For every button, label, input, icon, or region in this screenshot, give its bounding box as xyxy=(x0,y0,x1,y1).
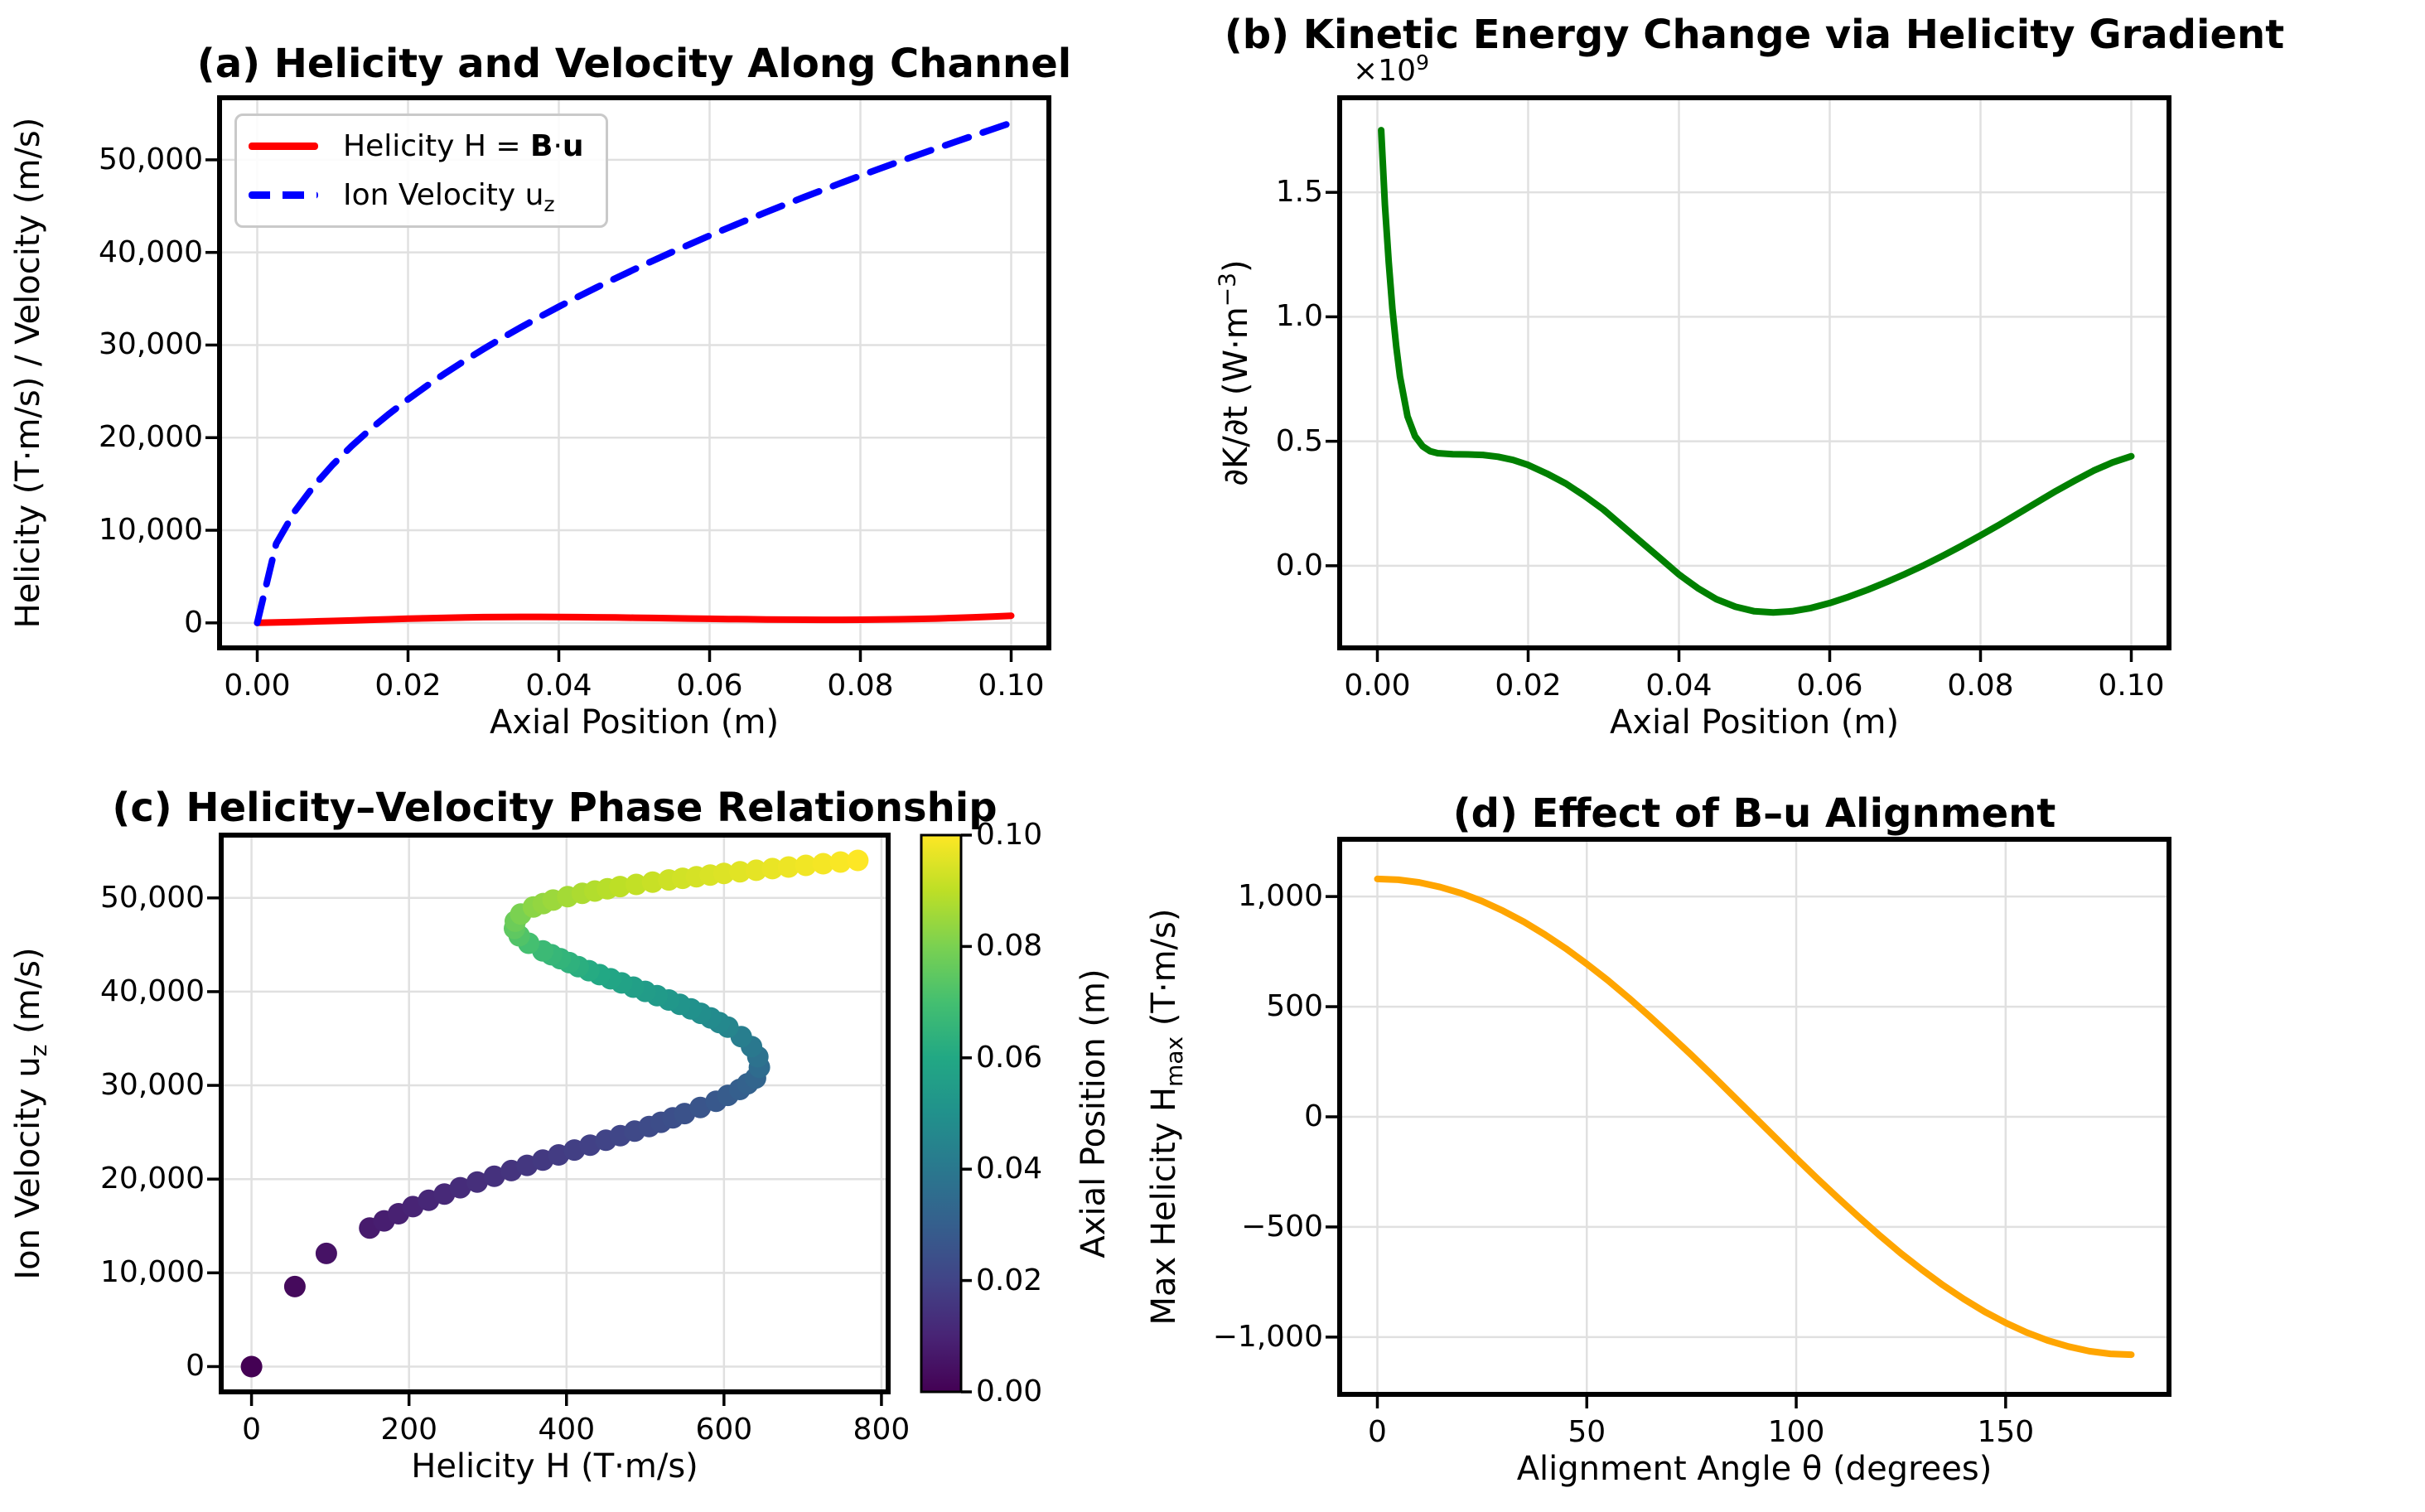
y-tick-label: 1.5 xyxy=(1275,175,1323,210)
y-tick-label: 30,000 xyxy=(99,327,203,362)
x-tick-label: 0.10 xyxy=(2098,669,2165,703)
y-tick-label: −500 xyxy=(1241,1209,1323,1244)
series-line-d-0 xyxy=(1374,875,2135,1359)
axes-spines xyxy=(1337,95,2171,650)
plot-data xyxy=(254,119,1015,626)
x-tick-label: 0.10 xyxy=(978,669,1045,703)
x-tick-label: 0.06 xyxy=(676,669,743,703)
tick-marks xyxy=(1326,191,2133,662)
panel-c-plot xyxy=(207,833,972,1406)
phase-scatter xyxy=(240,849,869,1378)
y-tick-label: 0 xyxy=(186,1349,205,1384)
x-axis-label: Axial Position (m) xyxy=(1609,703,1900,742)
x-tick-label: 0.02 xyxy=(374,669,442,703)
colorbar-tick-label: 0.10 xyxy=(976,818,1043,852)
gridlines xyxy=(1340,98,2169,648)
panel-a-title: (a) Helicity and Velocity Along Channel xyxy=(196,41,1072,87)
panel-b: (b) Kinetic Energy Change via Helicity G… xyxy=(1213,0,2425,756)
y-tick-label: 20,000 xyxy=(100,1162,205,1196)
panel-c: 0.00 0.02 0.04 0.06 0.08 0.10 Axial Position (… xyxy=(0,756,1212,1512)
colorbar-tick-label: 0.02 xyxy=(976,1263,1043,1297)
panel-d-title: (d) Effect of B–u Alignment xyxy=(1452,790,2056,837)
x-tick-label: 0.08 xyxy=(1947,669,2014,703)
x-tick-label: 150 xyxy=(1977,1415,2035,1449)
y-tick-label: −1,000 xyxy=(1212,1319,1323,1354)
x-tick-label: 50 xyxy=(1568,1415,1606,1449)
panel-a-plot xyxy=(205,95,1051,662)
x-tick-label: 0.00 xyxy=(1344,669,1411,703)
y-tick-label: 500 xyxy=(1266,989,1323,1024)
x-tick-label: 0.04 xyxy=(525,669,592,703)
panel-b-plot xyxy=(1326,95,2171,662)
axis-offset-text: ×109 xyxy=(1353,51,1430,88)
plot-data xyxy=(1374,875,2135,1359)
x-axis-label: Alignment Angle θ (degrees) xyxy=(1516,1450,1993,1488)
y-axis-label: Helicity (T·m/s) / Velocity (m/s) xyxy=(9,117,47,629)
panel-d-plot xyxy=(1326,837,2171,1408)
legend-label: Ion Velocity uz xyxy=(343,178,555,217)
legend-dashed-line-sample xyxy=(249,191,318,199)
gridlines xyxy=(221,835,888,1392)
y-tick-label: 50,000 xyxy=(99,142,203,176)
colorbar-label: Axial Position (m) xyxy=(1075,969,1113,1258)
legend-label: Helicity H = B·u xyxy=(343,129,584,163)
colorbar-tick-label: 0.04 xyxy=(976,1152,1043,1186)
panel-a: (a) Helicity and Velocity Along Channel A… xyxy=(0,0,1212,756)
y-tick-label: 30,000 xyxy=(100,1068,205,1103)
y-tick-label: 0 xyxy=(184,605,203,640)
y-tick-label: 10,000 xyxy=(100,1255,205,1290)
x-tick-label: 0.06 xyxy=(1796,669,1863,703)
x-tick-label: 0 xyxy=(1368,1415,1387,1449)
series-line-b-0 xyxy=(1378,127,2135,616)
legend-item: Ion Velocity uz xyxy=(249,178,584,217)
colorbar-tick-label: 0.08 xyxy=(976,929,1043,964)
legend-solid-line-sample xyxy=(249,143,318,150)
panel-c-title: (c) Helicity–Velocity Phase Relationship xyxy=(112,785,998,831)
x-tick-label: 600 xyxy=(695,1413,753,1447)
tick-marks xyxy=(1326,895,2007,1408)
tick-marks xyxy=(207,896,883,1406)
series-line-a-1 xyxy=(254,119,1015,626)
x-tick-label: 0.00 xyxy=(224,669,291,703)
x-tick-label: 400 xyxy=(538,1413,596,1447)
colorbar-tick-label: 0.06 xyxy=(976,1040,1043,1075)
y-tick-label: 0.0 xyxy=(1275,548,1323,582)
x-tick-label: 0.08 xyxy=(827,669,894,703)
plot-data xyxy=(240,849,869,1378)
colorbar xyxy=(920,833,963,1394)
y-tick-label: 1,000 xyxy=(1237,879,1323,914)
y-tick-label: 1.0 xyxy=(1275,299,1323,334)
legend: Helicity H = B·u Ion Velocity uz xyxy=(234,114,608,228)
x-tick-label: 0.04 xyxy=(1645,669,1712,703)
panel-d: (d) Effect of B–u Alignment Alignment Ang… xyxy=(1145,756,2425,1512)
y-tick-label: 50,000 xyxy=(100,880,205,915)
x-axis-label: Helicity H (T·m/s) xyxy=(411,1447,698,1485)
axes-spines xyxy=(1337,837,2171,1397)
y-tick-label: 10,000 xyxy=(99,513,203,548)
x-tick-label: 800 xyxy=(853,1413,911,1447)
plot-data xyxy=(1378,127,2135,616)
y-tick-label: 0 xyxy=(1304,1099,1323,1133)
y-tick-label: 40,000 xyxy=(100,973,205,1008)
axes-spines xyxy=(219,833,891,1394)
y-tick-label: 20,000 xyxy=(99,420,203,455)
y-tick-label: 0.5 xyxy=(1275,423,1323,458)
x-tick-label: 200 xyxy=(380,1413,438,1447)
axes-spines xyxy=(217,95,1051,650)
y-tick-label: 40,000 xyxy=(99,234,203,269)
x-axis-label: Axial Position (m) xyxy=(489,703,780,742)
colorbar-tick-label: 0.00 xyxy=(976,1374,1043,1408)
panel-b-title: (b) Kinetic Energy Change via Helicity G… xyxy=(1224,12,2285,58)
x-tick-label: 0 xyxy=(242,1413,262,1447)
x-tick-label: 100 xyxy=(1767,1415,1825,1449)
legend-item: Helicity H = B·u xyxy=(249,129,584,163)
series-line-a-0 xyxy=(254,612,1015,626)
x-tick-label: 0.02 xyxy=(1495,669,1562,703)
tick-marks xyxy=(205,158,1013,662)
